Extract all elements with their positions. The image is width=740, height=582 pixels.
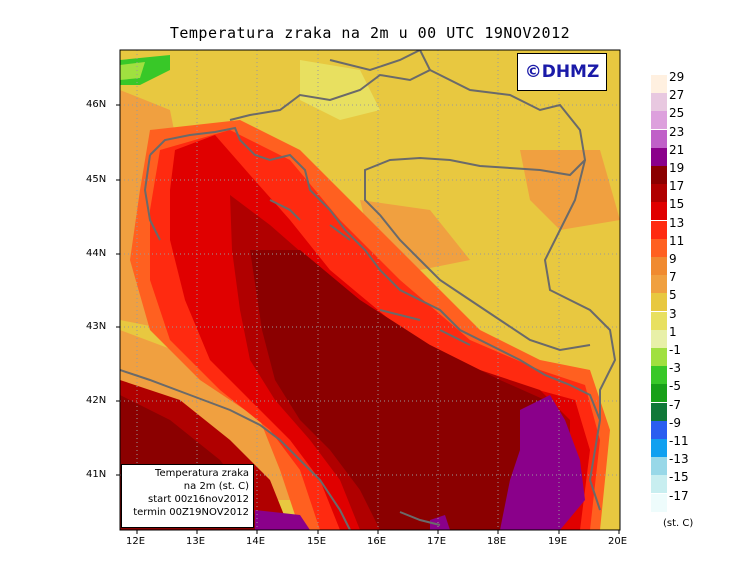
lat-label: 46N [86,99,107,110]
legend-level-label: -1 [669,343,681,357]
lat-label: 42N [86,395,107,406]
legend-level-label: 19 [669,161,685,175]
info-line-4: termin 00Z19NOV2012 [133,507,249,518]
legend-swatch [651,257,667,275]
legend-level-label: 29 [669,70,685,84]
lon-label: 16E [367,536,387,547]
legend-swatch [651,457,667,476]
legend-swatch [651,184,667,203]
legend-level-label: 1 [669,324,677,339]
legend-level-label: 17 [669,179,685,194]
lon-label: 15E [307,536,327,547]
info-box: Temperatura zraka na 2m (st. C) start 00… [121,464,254,528]
info-line-1: Temperatura zraka [155,468,249,479]
legend-swatch [651,129,667,148]
dhmz-logo: ©DHMZ [517,53,607,91]
legend-level-label: -5 [669,379,681,394]
lon-label: 17E [427,536,447,547]
legend-swatch [651,293,667,312]
legend-level-label: 27 [669,88,685,103]
lon-label: 14E [246,536,266,547]
lon-label: 18E [487,536,507,547]
legend-level-label: -13 [669,452,689,467]
legend-swatch [651,420,667,439]
info-line-3: start 00z16nov2012 [148,494,249,505]
legend-swatch [651,202,667,221]
legend-level-label: 23 [669,124,685,139]
lat-label: 44N [86,248,107,259]
legend-swatch [651,93,667,112]
legend-level-label: -9 [669,415,681,430]
coastline-borders [120,50,617,530]
legend-level-label: 21 [669,142,685,157]
legend-swatch [651,384,667,403]
legend-swatch [651,111,667,130]
legend-swatch [651,475,667,494]
legend-swatch [651,147,667,166]
legend-swatch [651,311,667,330]
legend-swatch [651,348,667,366]
legend-units: (st. C) [663,518,694,529]
lon-label: 19E [548,536,568,547]
legend-level-label: -3 [669,361,681,376]
legend-swatch [651,329,667,348]
temperature-field [120,50,620,530]
legend-swatch [651,402,667,421]
legend-swatch [651,238,667,257]
lat-label: 45N [86,174,107,185]
legend-level-label: 7 [669,270,677,285]
lon-label: 12E [126,536,146,547]
lat-label: 43N [86,321,107,332]
legend-level-label: -15 [669,470,689,485]
legend-swatch [651,75,667,93]
info-line-2: na 2m (st. C) [183,481,249,492]
legend-swatch [651,366,667,385]
legend-swatch [651,166,667,184]
plot-frame [119,49,621,531]
legend-level-label: 15 [669,197,685,212]
legend-level-label: 3 [669,306,677,321]
map-title: Temperatura zraka na 2m u 00 UTC 19NOV20… [169,24,571,42]
legend-level-label: 25 [669,106,685,121]
legend-level-label: 9 [669,252,677,266]
legend-swatch [651,220,667,239]
legend-level-label: 11 [669,233,685,248]
legend-level-label: 13 [669,215,685,230]
graticule [120,50,620,530]
legend-swatch [651,439,667,457]
legend-level-label: 5 [669,288,677,303]
lon-label: 20E [608,536,628,547]
legend-level-label: -7 [669,397,681,412]
legend-swatch [651,493,667,512]
lat-label: 41N [86,469,107,480]
legend-level-label: -17 [669,488,689,503]
legend-level-label: -11 [669,434,689,448]
lon-label: 13E [186,536,206,547]
legend-swatch [651,275,667,294]
